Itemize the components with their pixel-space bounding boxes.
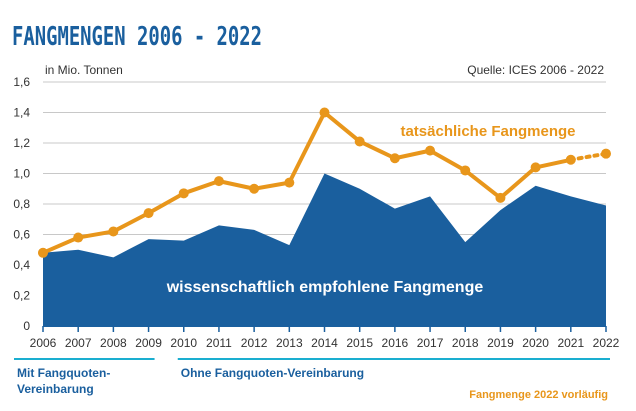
x-tick-label: 2015: [346, 336, 373, 350]
axis-layer: 0 0,2 0,4 0,6 0,8 1,0 1,2 1,4 1,6 2006 2007 2008 200…: [13, 75, 619, 350]
x-tick-label: 2010: [170, 336, 197, 350]
y-tick-label: 1,0: [13, 167, 30, 181]
data-point-actual: [73, 232, 84, 243]
data-point-actual: [178, 188, 189, 199]
source-label: Quelle: ICES 2006 - 2022: [467, 63, 604, 77]
data-point-actual: [495, 192, 506, 203]
data-point-actual: [389, 153, 400, 164]
data-point-actual: [530, 162, 541, 173]
x-tick-label: 2022: [593, 336, 620, 350]
area-layer: [43, 173, 606, 326]
data-point-actual: [38, 247, 48, 258]
x-tick-label: 2016: [382, 336, 409, 350]
data-point-actual: [284, 177, 295, 188]
y-tick-label: 0,8: [13, 197, 30, 211]
x-tick-label: 2020: [522, 336, 549, 350]
y-tick-label: 1,2: [13, 136, 30, 150]
line-series-provisional: [568, 151, 608, 162]
data-point-actual: [108, 226, 119, 237]
period-label: Mit Fangquoten-: [17, 366, 110, 380]
data-point-actual: [249, 183, 260, 194]
data-point-actual: [425, 145, 436, 156]
y-tick-label: 1,4: [13, 106, 30, 120]
period-label: Ohne Fangquoten-Vereinbarung: [181, 366, 364, 380]
period-label: Vereinbarung: [17, 382, 94, 396]
data-point-actual: [319, 107, 330, 118]
x-tick-label: 2006: [30, 336, 57, 350]
x-tick-label: 2008: [100, 336, 127, 350]
x-tick-label: 2013: [276, 336, 303, 350]
footnote: Fangmenge 2022 vorläufig: [469, 389, 608, 401]
y-tick-label: 0,6: [13, 228, 30, 242]
area-series-label: wissenschaftlich empfohlene Fangmenge: [166, 279, 484, 296]
line-layer: [38, 107, 611, 258]
unit-label: in Mio. Tonnen: [45, 63, 123, 77]
y-tick-label: 0: [23, 319, 30, 333]
x-tick-label: 2011: [206, 336, 232, 350]
x-tick-label: 2018: [452, 336, 479, 350]
x-tick-label: 2009: [135, 336, 162, 350]
x-tick-label: 2021: [557, 336, 584, 350]
x-tick-label: 2014: [311, 336, 338, 350]
y-tick-label: 0,4: [13, 258, 30, 272]
data-point-actual: [354, 136, 365, 147]
data-point-actual: [460, 165, 471, 176]
data-point-actual: [143, 208, 154, 219]
x-tick-label: 2007: [65, 336, 92, 350]
line-series-label: tatsächliche Fangmenge: [400, 123, 575, 140]
x-tick-label: 2017: [417, 336, 444, 350]
data-point-actual: [565, 154, 576, 165]
data-point-actual: [601, 148, 611, 159]
area-series-recommended: [43, 173, 606, 326]
chart-title: FANGMENGEN 2006 - 2022: [12, 22, 262, 52]
x-tick-label: 2012: [241, 336, 268, 350]
y-tick-label: 0,2: [13, 289, 30, 303]
line-series-actual: [41, 110, 573, 255]
period-layer: Mit Fangquoten- Vereinbarung Ohne Fangquot…: [14, 358, 610, 396]
data-point-actual: [213, 176, 224, 187]
x-tick-label: 2019: [487, 336, 514, 350]
y-tick-label: 1,6: [13, 75, 30, 89]
